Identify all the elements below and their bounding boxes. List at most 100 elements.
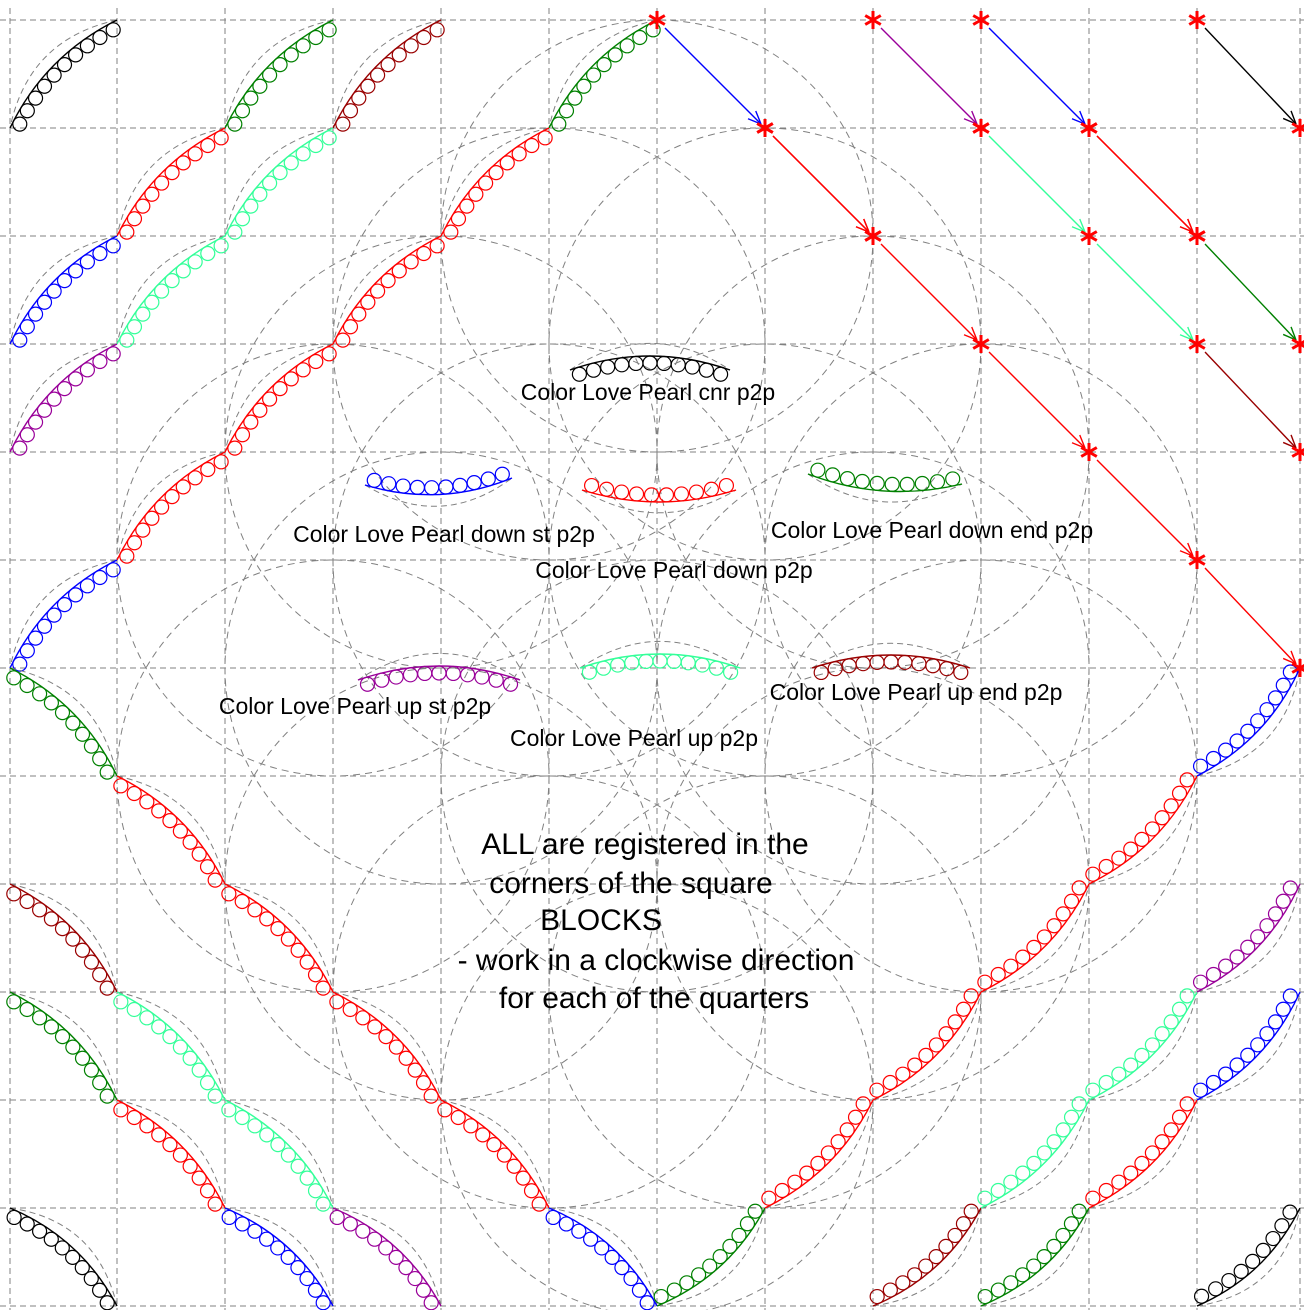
asterisk-stroke <box>1188 14 1206 26</box>
pearl-circle-icon <box>576 78 592 94</box>
pearl-arc-1-2 <box>9 235 121 348</box>
pearl-circle-icon <box>200 461 216 478</box>
pearl-circle-icon <box>12 440 28 456</box>
pearl-arc-7-0 <box>6 991 118 1104</box>
pearl-guide <box>332 991 442 1101</box>
pearl-baseline <box>9 1207 118 1307</box>
pearl-circle-icon <box>234 893 250 910</box>
pearl-circle-icon <box>79 254 95 270</box>
pearl-circle-icon <box>151 1127 167 1143</box>
pearl-circle-icon <box>1250 713 1266 729</box>
pearl-circle-icon <box>799 1165 815 1181</box>
pearl-circle-icon <box>502 676 519 692</box>
pearl-circle-icon <box>596 57 612 73</box>
pearl-circle-icon <box>415 1075 432 1091</box>
pearl-circle-icon <box>632 29 648 46</box>
red-asterisk-icon <box>972 335 990 353</box>
pearl-circle-icon <box>342 1001 358 1018</box>
pearl-circle-icon <box>243 90 259 106</box>
pearl-circle-icon <box>1265 1230 1281 1247</box>
pearl-circle-icon <box>1208 1281 1224 1297</box>
arrow-icon <box>1204 27 1297 125</box>
pearl-circle-icon <box>83 1270 99 1287</box>
legend-sample-up-st <box>357 652 521 692</box>
pearl-circle-icon <box>295 362 311 378</box>
pearl-circle-icon <box>899 476 915 492</box>
pearl-arc-6-0 <box>6 883 118 996</box>
pearl-circle-icon <box>1055 1122 1071 1138</box>
pearl-circle-icon <box>19 677 35 694</box>
pearl-circle-icon <box>1098 1074 1114 1091</box>
pearl-circle-icon <box>839 1122 855 1138</box>
pearl-guide <box>9 883 118 993</box>
pearl-circle-icon <box>545 1209 561 1226</box>
pearl-circle-icon <box>925 658 941 674</box>
pearl-circle-icon <box>953 664 969 681</box>
pearl-circle-icon <box>234 103 251 119</box>
pearl-circle-icon <box>1171 1001 1188 1017</box>
pearl-arc-2-0 <box>332 19 445 132</box>
pearl-circle-icon <box>1205 966 1222 983</box>
pearl-circle-icon <box>1275 677 1291 693</box>
registration-circle-9 <box>440 559 874 993</box>
pearl-circle-icon <box>151 1019 167 1035</box>
pearl-circle-icon <box>947 1227 963 1244</box>
pearl-circle-icon <box>144 294 160 310</box>
arrow-icon <box>1096 135 1194 233</box>
pearl-circle-icon <box>381 476 397 492</box>
pearl-circle-icon <box>594 1240 610 1256</box>
pearl-circle-icon <box>882 1282 898 1298</box>
pearl-guide <box>440 1099 550 1209</box>
pearl-circle-icon <box>46 607 62 623</box>
pearl-circle-icon <box>175 155 191 171</box>
pearl-circle-icon <box>92 967 108 983</box>
pearl-circle-icon <box>1154 1134 1170 1150</box>
red-asterisk-icon <box>972 11 990 29</box>
red-asterisk-icon <box>648 11 666 29</box>
pearl-circle-icon <box>429 22 445 38</box>
pearl-circle-icon <box>99 764 115 780</box>
pearl-circle-icon <box>955 1216 972 1232</box>
pearl-arc-10-1 <box>761 1096 874 1209</box>
pearl-circle-icon <box>722 1238 738 1255</box>
pearl-guide <box>364 477 513 507</box>
note-line-3: BLOCKS <box>540 904 662 937</box>
pearl-baseline <box>1088 991 1198 1101</box>
pearl-guide <box>581 489 737 514</box>
pearl-circle-icon <box>139 1010 155 1026</box>
pearl-circle-icon <box>252 402 268 418</box>
pearl-circle-icon <box>673 486 690 502</box>
pearl-circle-icon <box>46 67 62 83</box>
pearl-circle-icon <box>945 471 961 487</box>
pearl-circle-icon <box>187 470 203 486</box>
pearl-circle-icon <box>1123 1057 1139 1073</box>
pearl-guide <box>224 127 334 237</box>
pearl-circle-icon <box>308 29 324 46</box>
pearl-circle-icon <box>639 1295 655 1310</box>
pearl-circle-icon <box>270 921 286 937</box>
pearl-circle-icon <box>1111 1066 1127 1082</box>
pearl-arc-5-3 <box>329 991 442 1104</box>
pearl-circle-icon <box>54 1029 71 1045</box>
pearl-guide <box>811 642 971 669</box>
pearl-circle-icon <box>342 319 359 335</box>
pearl-circle-icon <box>280 931 296 947</box>
pearl-baseline <box>224 19 334 129</box>
pearl-circle-icon <box>415 1282 432 1298</box>
arrow-head <box>1187 542 1194 557</box>
pearl-circle-icon <box>523 1183 540 1199</box>
arrow-icon <box>1096 459 1194 557</box>
pearl-guide <box>980 1099 1090 1209</box>
red-asterisk-icon <box>1080 119 1098 137</box>
legend-label-up: Color Love Pearl up p2p <box>510 725 758 751</box>
legend-sample-up-end <box>811 642 971 681</box>
pearl-circle-icon <box>272 57 288 73</box>
pearl-guide <box>116 451 226 561</box>
pearl-circle-icon <box>321 130 337 146</box>
arrow-head <box>1187 218 1194 233</box>
pearl-arc-8-1 <box>221 1099 334 1212</box>
pearl-circle-icon <box>990 1182 1006 1199</box>
pearl-circle-icon <box>113 994 129 1010</box>
pearl-circle-icon <box>182 1050 198 1066</box>
pearl-circle-icon <box>283 371 299 387</box>
